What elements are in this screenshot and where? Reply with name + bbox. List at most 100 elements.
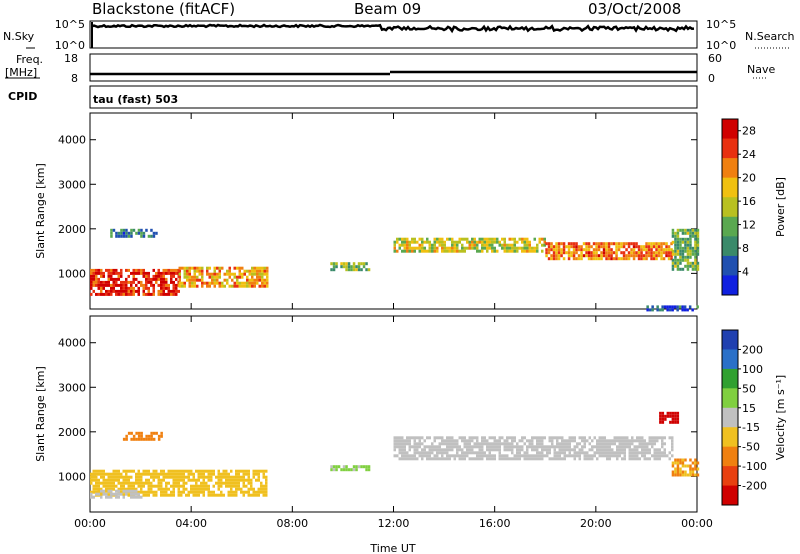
velocity-cell <box>177 469 180 473</box>
velocity-cell <box>207 484 210 488</box>
velocity-cell <box>418 451 421 455</box>
power-cell <box>105 289 108 293</box>
velocity-cell <box>608 445 611 449</box>
power-cell <box>233 281 236 285</box>
power-cell <box>694 246 697 250</box>
power-colorbar-tick-label: 12 <box>742 219 756 232</box>
velocity-cell <box>122 495 125 499</box>
power-cell <box>575 248 578 252</box>
velocity-cell <box>117 487 120 491</box>
power-cell <box>662 251 666 255</box>
velocity-cell <box>648 439 651 443</box>
power-cell <box>188 281 191 285</box>
velocity-cell <box>192 490 195 494</box>
power-cell <box>681 231 685 235</box>
freq-unit-label: [MHz] <box>5 66 38 79</box>
velocity-cell <box>95 469 98 473</box>
velocity-cell <box>112 487 115 491</box>
velocity-cell <box>588 442 591 446</box>
power-cell <box>433 249 436 253</box>
power-cell <box>177 289 180 293</box>
velocity-cell <box>115 484 118 488</box>
power-cell <box>107 280 110 284</box>
velocity-cell <box>636 448 639 452</box>
velocity-cell <box>533 445 536 449</box>
power-cell <box>191 278 194 282</box>
velocity-cell <box>418 439 421 443</box>
velocity-cell <box>493 454 496 458</box>
velocity-cell <box>563 439 566 443</box>
power-cell <box>216 281 219 285</box>
power-cell <box>90 283 93 287</box>
velocity-cell <box>365 465 368 469</box>
velocity-cell <box>511 457 514 461</box>
power-cell <box>241 266 244 270</box>
velocity-cell <box>180 493 183 497</box>
velocity-cell <box>458 457 461 461</box>
power-cell <box>511 249 514 253</box>
velocity-cell <box>623 454 626 458</box>
power-cell <box>620 251 623 255</box>
power-cell <box>110 286 113 290</box>
power-cell <box>251 284 254 288</box>
power-cell <box>632 242 636 246</box>
velocity-cell <box>536 451 539 455</box>
noise-right-tick-top: 10^5 <box>706 18 736 31</box>
velocity-cell <box>684 458 687 462</box>
power-cell <box>213 275 216 279</box>
velocity-cell <box>125 472 128 476</box>
velocity-cell <box>441 457 444 461</box>
velocity-cell <box>252 475 255 479</box>
velocity-cell <box>210 493 213 497</box>
power-cell <box>251 281 254 285</box>
velocity-cell <box>446 445 449 449</box>
power-cell <box>661 308 664 312</box>
velocity-cell <box>653 439 656 443</box>
power-cell <box>92 280 95 284</box>
velocity-cell <box>513 457 516 461</box>
power-cell <box>473 240 476 244</box>
velocity-cell <box>456 448 459 452</box>
velocity-cell <box>664 417 667 421</box>
velocity-cell <box>486 439 489 443</box>
power-cell <box>196 278 199 282</box>
velocity-cell <box>498 448 501 452</box>
power-cell <box>100 274 103 278</box>
velocity-cell <box>506 442 509 446</box>
power-cell <box>357 262 361 266</box>
cpid-label: CPID <box>8 90 38 103</box>
power-cell <box>508 249 511 253</box>
power-cell <box>694 255 697 259</box>
velocity-cell <box>661 454 664 458</box>
velocity-cell <box>142 490 145 494</box>
power-cell <box>211 281 214 285</box>
power-cell <box>523 246 526 250</box>
power-cell <box>466 246 469 250</box>
power-cell <box>330 268 333 272</box>
power-cell <box>585 242 588 246</box>
velocity-cell <box>441 448 444 452</box>
velocity-cell <box>140 475 143 479</box>
power-cell <box>625 242 628 246</box>
power-cell <box>115 268 118 272</box>
power-cell <box>670 248 673 252</box>
velocity-cell <box>145 478 148 482</box>
power-cell <box>263 272 266 276</box>
velocity-cell <box>401 445 404 449</box>
power-cell <box>117 271 120 275</box>
velocity-cell <box>408 436 411 440</box>
power-cell <box>481 237 484 241</box>
velocity-cell <box>643 448 646 452</box>
power-cell <box>696 237 700 241</box>
velocity-cell <box>659 420 662 424</box>
velocity-cell <box>393 445 396 449</box>
velocity-cell <box>245 490 248 494</box>
power-cell <box>117 289 120 293</box>
velocity-cell <box>100 489 103 493</box>
power-cell <box>130 271 133 275</box>
velocity-cell <box>483 454 486 458</box>
velocity-cell <box>676 417 680 421</box>
velocity-cell <box>242 475 245 479</box>
velocity-cell <box>528 457 531 461</box>
velocity-cell <box>473 445 476 449</box>
